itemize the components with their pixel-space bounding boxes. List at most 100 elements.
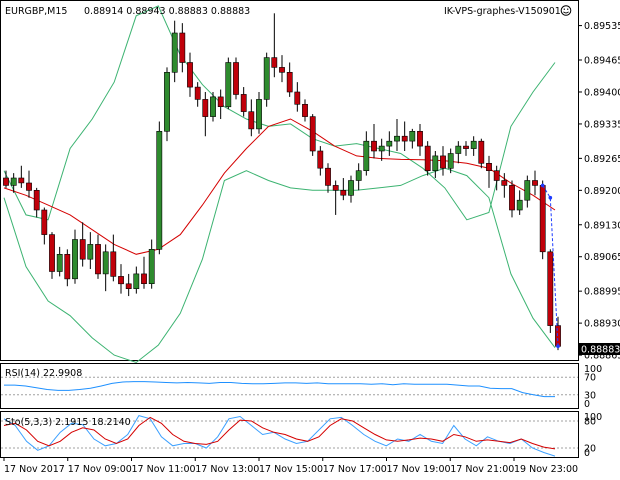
candle-body <box>125 283 132 289</box>
price-tick-label: 0.88930 <box>584 319 620 330</box>
candle-body <box>378 145 385 152</box>
stochastic-signal-line <box>3 416 556 450</box>
candle-body <box>33 190 40 211</box>
candle-body <box>263 57 270 100</box>
dashed-projection <box>540 183 560 349</box>
symbol-timeframe: EURGBP,M15 <box>5 6 67 17</box>
candle-body <box>79 239 86 260</box>
candle-body <box>279 67 285 73</box>
stochastic-tick-label: 20 <box>584 444 596 455</box>
rsi-tick-label: 100 <box>584 364 602 375</box>
candle-body <box>148 249 155 285</box>
rsi-tick-label: 0 <box>584 399 590 410</box>
candle-body <box>210 96 216 117</box>
candle-body <box>49 234 55 272</box>
candle-body <box>110 251 117 277</box>
stochastic-lines <box>3 415 556 457</box>
candle-body <box>371 140 377 152</box>
candle-body <box>532 180 538 186</box>
time-tick-label: 17 Nov 21:00 <box>450 464 514 475</box>
rsi-label: RSI(14) 22.9908 <box>5 368 82 379</box>
rsi-tick-label: 70 <box>584 373 596 384</box>
current-price-label: 0.88883 <box>581 345 620 356</box>
price-tick-label: 0.89265 <box>584 154 620 165</box>
candle-body <box>302 104 308 117</box>
time-tick-label: 17 Nov 2017 <box>4 464 65 475</box>
candle-body <box>486 163 492 172</box>
rsi-line <box>4 381 555 398</box>
bollinger-lower-line <box>3 167 556 364</box>
candle-body <box>325 167 331 186</box>
candle-body <box>72 239 78 280</box>
candle-body <box>95 244 101 275</box>
price-tick-label: 0.89130 <box>584 220 620 231</box>
time-tick-label: 19 Nov 23:00 <box>514 464 578 475</box>
bollinger-upper-line <box>3 5 556 221</box>
smiley-icon <box>560 5 572 16</box>
price-tick-label: 0.89200 <box>584 186 620 197</box>
candle-body <box>478 140 485 164</box>
candle-body <box>87 244 94 260</box>
candle-body <box>225 62 232 108</box>
candle-body <box>18 177 25 184</box>
stochastic-tick-label: 100 <box>584 412 602 423</box>
candle-body <box>217 96 224 108</box>
price-tick-label: 0.89065 <box>584 252 620 263</box>
candle-body <box>171 32 178 73</box>
moving-average <box>3 118 556 255</box>
time-tick-label: 17 Nov 17:00 <box>323 464 387 475</box>
projection-point <box>556 344 560 349</box>
ohlc-readout: 0.88914 0.88943 0.88883 0.88883 <box>84 6 250 17</box>
time-tick-label: 17 Nov 13:00 <box>195 464 259 475</box>
candle-body <box>248 111 255 130</box>
candle-body <box>64 254 71 280</box>
candle-body <box>317 150 324 169</box>
price-tick-label: 0.88865 <box>584 351 620 362</box>
candle-body <box>194 86 201 100</box>
candle-body <box>432 155 439 171</box>
rsi-panel-frame <box>0 363 579 409</box>
price-tick-label: 0.89335 <box>584 119 620 130</box>
candle-body <box>547 251 554 326</box>
candle-body <box>332 185 339 191</box>
stochastic-levels <box>1 420 578 449</box>
candle-body <box>118 276 124 285</box>
projection-point <box>548 195 553 200</box>
candle-body <box>187 62 193 88</box>
rsi-series-line <box>4 381 555 398</box>
candle-body <box>401 135 408 142</box>
rsi-levels <box>1 376 578 396</box>
candle-body <box>141 273 147 284</box>
stochastic-tick-label: 80 <box>584 417 596 428</box>
candle-body <box>493 170 500 181</box>
time-axis: 17 Nov 2017 17 Nov 09:00 17 Nov 11:00 17 No… <box>3 457 578 475</box>
candle-body <box>539 185 546 253</box>
stochastic-tick-label: 0 <box>584 448 590 459</box>
rsi-tick-label: 30 <box>584 390 596 401</box>
time-tick-label: 17 Nov 11:00 <box>132 464 196 475</box>
candle-body <box>424 145 431 172</box>
candle-body <box>256 99 262 130</box>
candle-body <box>394 135 400 142</box>
candle-body <box>363 140 370 171</box>
candle-body <box>386 140 393 147</box>
candle-body <box>102 251 109 275</box>
price-panel[interactable]: 0.89535 0.89465 0.89400 0.89335 0.89265 0.892… <box>0 0 620 364</box>
candles <box>3 13 561 351</box>
candle-body <box>294 91 301 105</box>
candle-body <box>179 32 186 63</box>
candle-body <box>26 182 32 191</box>
price-axis: 0.89535 0.89465 0.89400 0.89335 0.89265 0.892… <box>578 21 620 362</box>
candle-body <box>56 254 63 272</box>
price-tick-label: 0.89535 <box>584 21 620 32</box>
candle-body <box>10 177 17 186</box>
candle-body <box>340 190 347 196</box>
candle-body <box>233 62 239 95</box>
candle-body <box>409 131 416 142</box>
candle-body <box>309 116 316 152</box>
